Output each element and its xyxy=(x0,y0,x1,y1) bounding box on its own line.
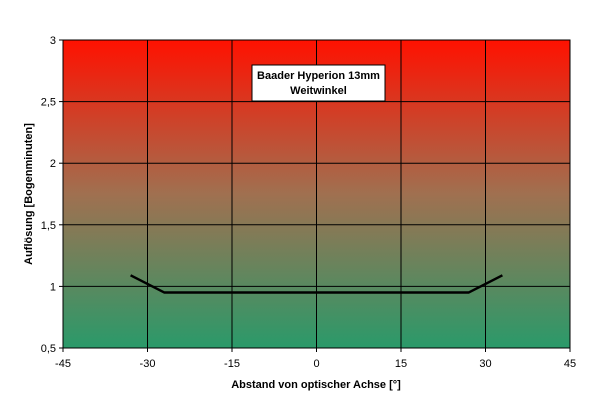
x-tick-label: -15 xyxy=(224,358,240,370)
y-tick-label: 2 xyxy=(50,158,56,170)
grid xyxy=(63,40,570,348)
y-tick-label: 0,5 xyxy=(41,343,56,355)
chart-title-line-1: Baader Hyperion 13mm xyxy=(257,70,380,82)
x-tick-label: 45 xyxy=(564,358,576,370)
x-tick-label: 30 xyxy=(479,358,491,370)
tick-labels: -45 -30 -15 0 15 30 45 0,5 1 1,5 2 2,5 3 xyxy=(41,35,576,370)
chart-title-box: Baader Hyperion 13mm Weitwinkel xyxy=(251,64,386,102)
x-tick-label: -30 xyxy=(140,358,156,370)
y-axis-title: Auflösung [Bogenminuten] xyxy=(23,123,35,265)
x-axis-title: Abstand von optischer Achse [°] xyxy=(231,379,401,391)
y-tick-label: 2,5 xyxy=(41,97,56,109)
y-tick-label: 3 xyxy=(50,35,56,47)
series-line xyxy=(130,274,503,294)
y-tick-label: 1,5 xyxy=(41,220,56,232)
x-tick-label: -45 xyxy=(55,358,71,370)
chart-title-line-2: Weitwinkel xyxy=(290,85,347,97)
x-tick-label: 15 xyxy=(395,358,407,370)
y-tick-label: 1 xyxy=(50,281,56,293)
x-tick-label: 0 xyxy=(313,358,319,370)
series-group xyxy=(130,274,503,294)
